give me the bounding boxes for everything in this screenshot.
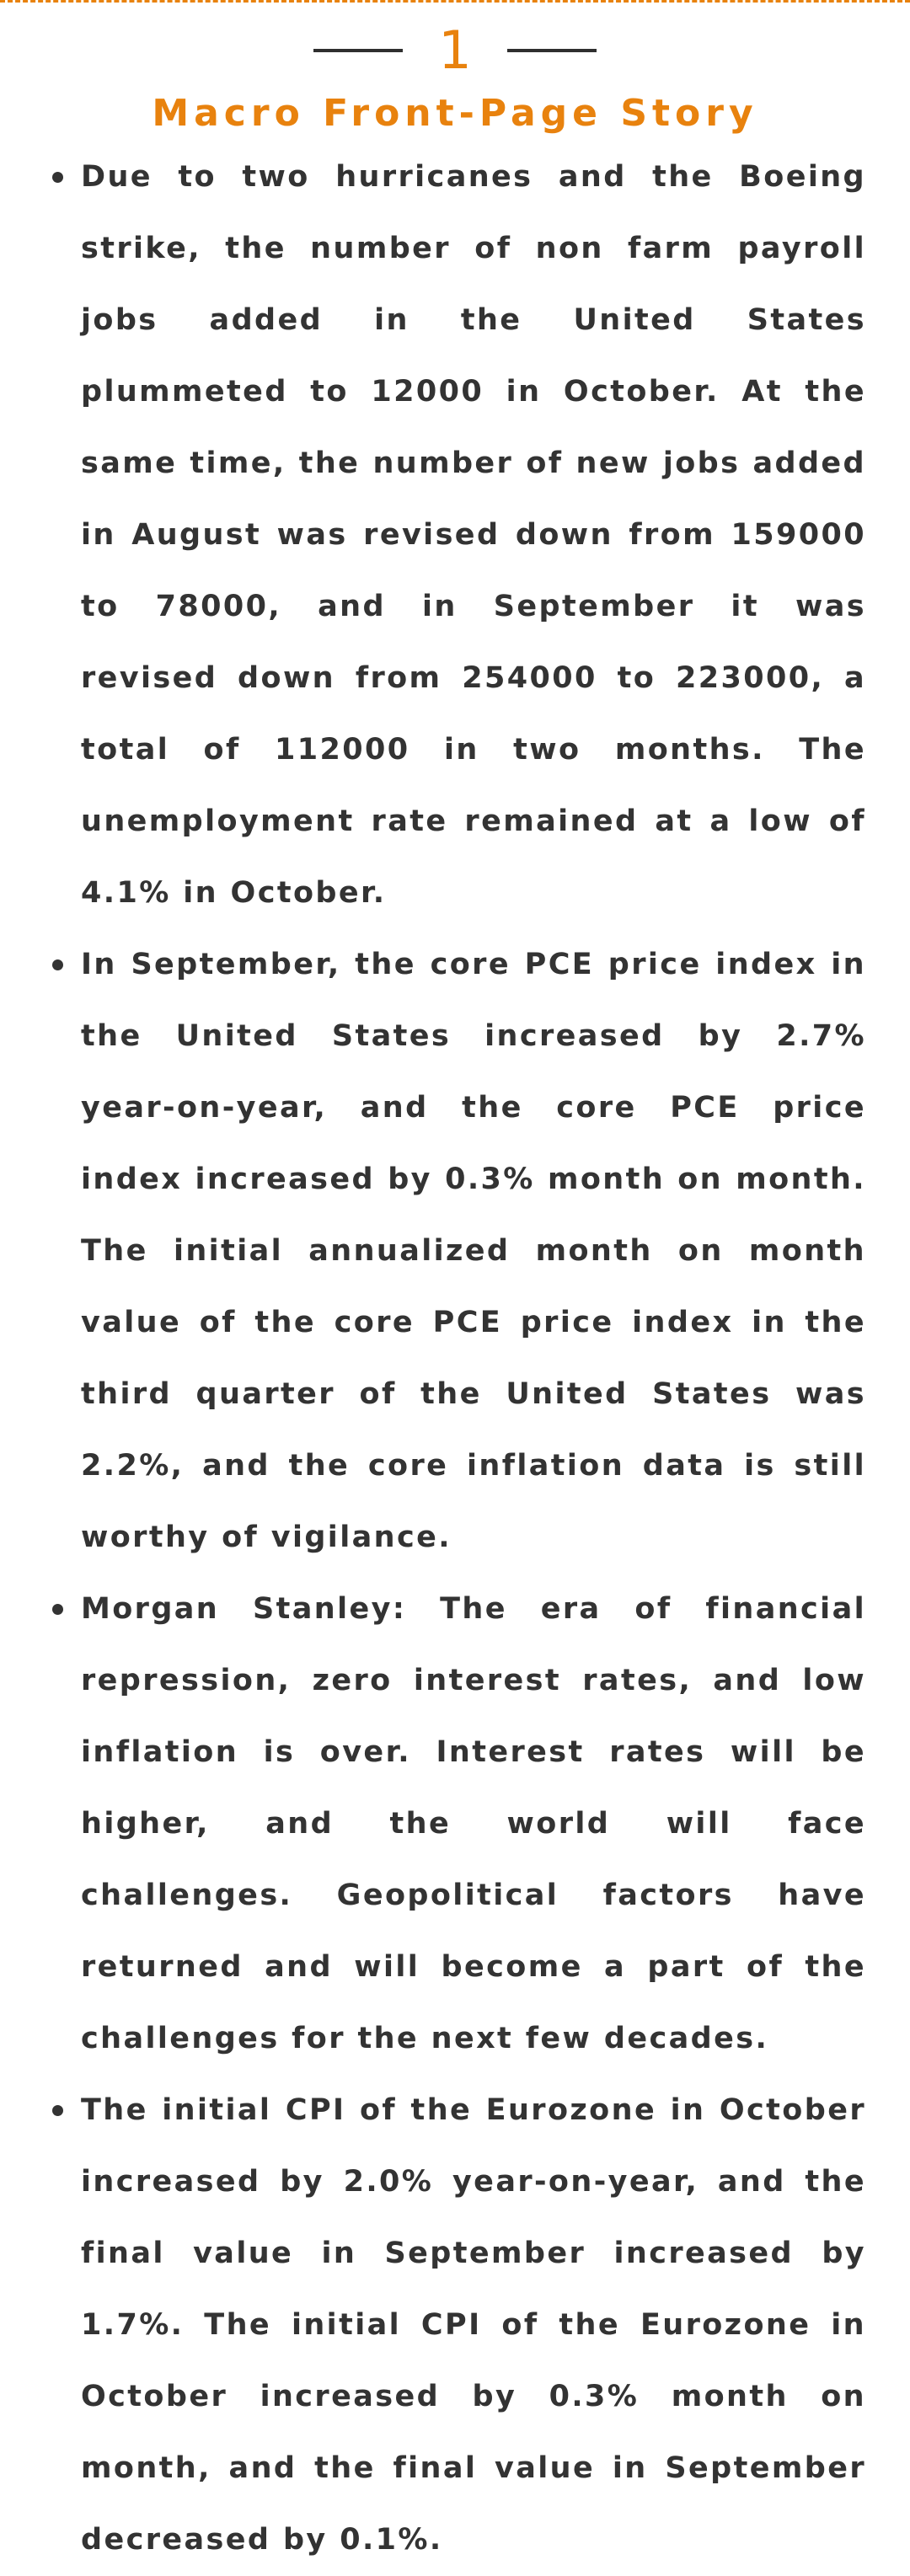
news-bullet-item: The initial CPI of the Eurozone in Octob…: [0, 2075, 910, 2576]
left-rule: [313, 49, 404, 52]
bullet-text: In September, the core PCE price index i…: [81, 948, 866, 1554]
bullet-text: The initial CPI of the Eurozone in Octob…: [81, 2093, 866, 2557]
section-title: Macro Front-Page Story: [152, 92, 758, 135]
bullet-dot-icon: [52, 959, 63, 970]
news-bullet-item: In September, the core PCE price index i…: [0, 929, 910, 1574]
bullet-text: Due to two hurricanes and the Boeing str…: [81, 160, 866, 910]
bullet-text: Morgan Stanley: The era of financial rep…: [81, 1592, 866, 2055]
section-number: 1: [438, 19, 472, 81]
right-rule: [506, 49, 597, 52]
top-dashed-border: [0, 0, 910, 3]
news-bullet-list: Due to two hurricanes and the Boeing str…: [0, 142, 910, 2576]
bullet-dot-icon: [52, 2105, 63, 2116]
news-bullet-item: Morgan Stanley: The era of financial rep…: [0, 1574, 910, 2075]
news-bullet-item: Due to two hurricanes and the Boeing str…: [0, 142, 910, 929]
bullet-dot-icon: [52, 1604, 63, 1615]
bullet-dot-icon: [52, 172, 63, 183]
section-number-header: 1: [0, 17, 910, 84]
